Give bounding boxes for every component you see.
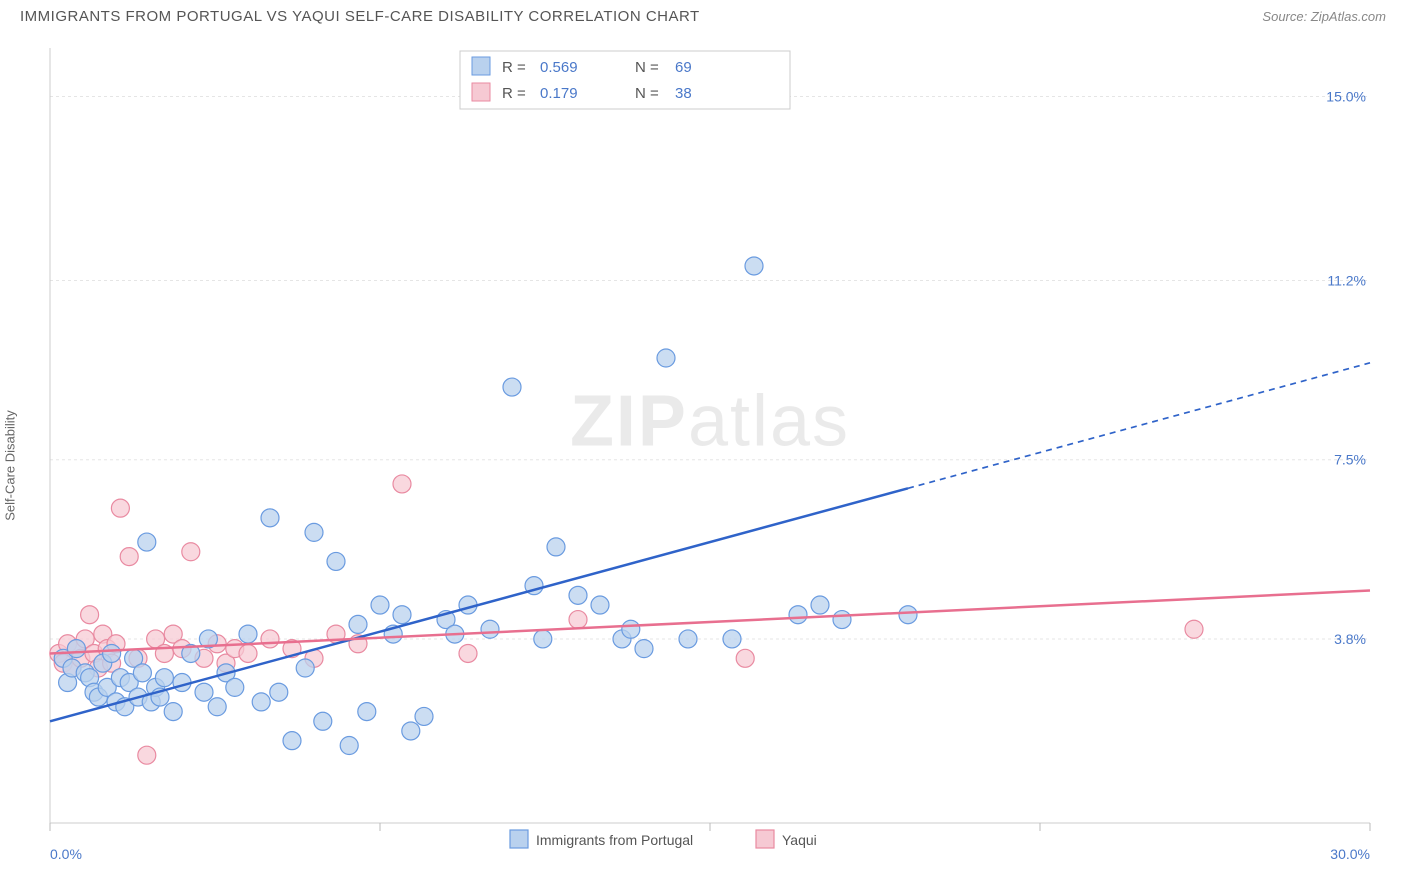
trend-line xyxy=(50,488,908,721)
scatter-point xyxy=(239,644,257,662)
svg-text:38: 38 xyxy=(675,85,692,102)
chart-header: IMMIGRANTS FROM PORTUGAL VS YAQUI SELF-C… xyxy=(0,0,1406,33)
scatter-point xyxy=(261,630,279,648)
scatter-point xyxy=(138,533,156,551)
scatter-point xyxy=(155,669,173,687)
scatter-point xyxy=(252,693,270,711)
scatter-point xyxy=(296,659,314,677)
svg-text:ZIPatlas: ZIPatlas xyxy=(570,382,850,462)
scatter-point xyxy=(503,378,521,396)
scatter-point xyxy=(811,596,829,614)
scatter-point xyxy=(569,611,587,629)
scatter-point xyxy=(569,586,587,604)
chart-container: Self-Care Disability 0.0% 30.0% 3.8% 7.5% 11… xyxy=(0,33,1406,883)
scatter-point xyxy=(103,644,121,662)
scatter-point xyxy=(358,703,376,721)
scatter-point xyxy=(195,683,213,701)
legend-swatch xyxy=(510,830,528,848)
scatter-point xyxy=(723,630,741,648)
svg-text:11.2%: 11.2% xyxy=(1327,273,1366,289)
scatter-point xyxy=(305,523,323,541)
scatter-point xyxy=(393,606,411,624)
scatter-point xyxy=(133,664,151,682)
scatter-point xyxy=(111,499,129,517)
svg-text:7.5%: 7.5% xyxy=(1334,452,1366,468)
svg-text:30.0%: 30.0% xyxy=(1330,846,1370,862)
scatter-point xyxy=(393,475,411,493)
scatter-point xyxy=(459,644,477,662)
legend-swatch xyxy=(472,83,490,101)
source-value: ZipAtlas.com xyxy=(1311,9,1386,24)
source-label: Source: xyxy=(1262,9,1307,24)
svg-text:R =: R = xyxy=(502,85,526,102)
scatter-point xyxy=(67,640,85,658)
scatter-point xyxy=(120,548,138,566)
scatter-point xyxy=(314,712,332,730)
scatter-point xyxy=(270,683,288,701)
legend-label: Immigrants from Portugal xyxy=(536,832,693,848)
trend-line-extrapolated xyxy=(908,363,1370,488)
scatter-point xyxy=(591,596,609,614)
scatter-point xyxy=(679,630,697,648)
legend-swatch xyxy=(756,830,774,848)
scatter-point xyxy=(534,630,552,648)
correlation-scatter-chart: 0.0% 30.0% 3.8% 7.5% 11.2% 15.0% ZIPatlas R = 0.… xyxy=(0,33,1406,883)
scatter-point xyxy=(415,707,433,725)
svg-text:R =: R = xyxy=(502,59,526,76)
svg-text:0.569: 0.569 xyxy=(540,59,578,76)
svg-text:15.0%: 15.0% xyxy=(1326,88,1366,104)
trend-line xyxy=(50,591,1370,654)
scatter-point xyxy=(349,615,367,633)
scatter-point xyxy=(402,722,420,740)
scatter-point xyxy=(657,349,675,367)
scatter-point xyxy=(239,625,257,643)
scatter-point xyxy=(481,620,499,638)
scatter-point xyxy=(1185,620,1203,638)
y-axis-label: Self-Care Disability xyxy=(3,410,18,521)
scatter-point xyxy=(789,606,807,624)
scatter-point xyxy=(208,698,226,716)
scatter-point xyxy=(164,703,182,721)
scatter-point xyxy=(327,552,345,570)
legend-label: Yaqui xyxy=(782,832,817,848)
scatter-point xyxy=(261,509,279,527)
scatter-point xyxy=(182,543,200,561)
scatter-point xyxy=(622,620,640,638)
scatter-point xyxy=(547,538,565,556)
scatter-point xyxy=(635,640,653,658)
svg-text:N =: N = xyxy=(635,59,659,76)
scatter-point xyxy=(745,257,763,275)
scatter-point xyxy=(736,649,754,667)
chart-title: IMMIGRANTS FROM PORTUGAL VS YAQUI SELF-C… xyxy=(20,8,700,25)
svg-text:0.0%: 0.0% xyxy=(50,846,82,862)
svg-text:69: 69 xyxy=(675,59,692,76)
scatter-point xyxy=(340,737,358,755)
source-attribution: Source: ZipAtlas.com xyxy=(1262,9,1386,24)
scatter-point xyxy=(283,732,301,750)
scatter-point xyxy=(81,606,99,624)
scatter-point xyxy=(371,596,389,614)
scatter-point xyxy=(899,606,917,624)
scatter-point xyxy=(138,746,156,764)
scatter-point xyxy=(833,611,851,629)
legend-swatch xyxy=(472,57,490,75)
svg-text:0.179: 0.179 xyxy=(540,85,578,102)
svg-text:N =: N = xyxy=(635,85,659,102)
scatter-point xyxy=(226,678,244,696)
svg-text:3.8%: 3.8% xyxy=(1334,631,1366,647)
